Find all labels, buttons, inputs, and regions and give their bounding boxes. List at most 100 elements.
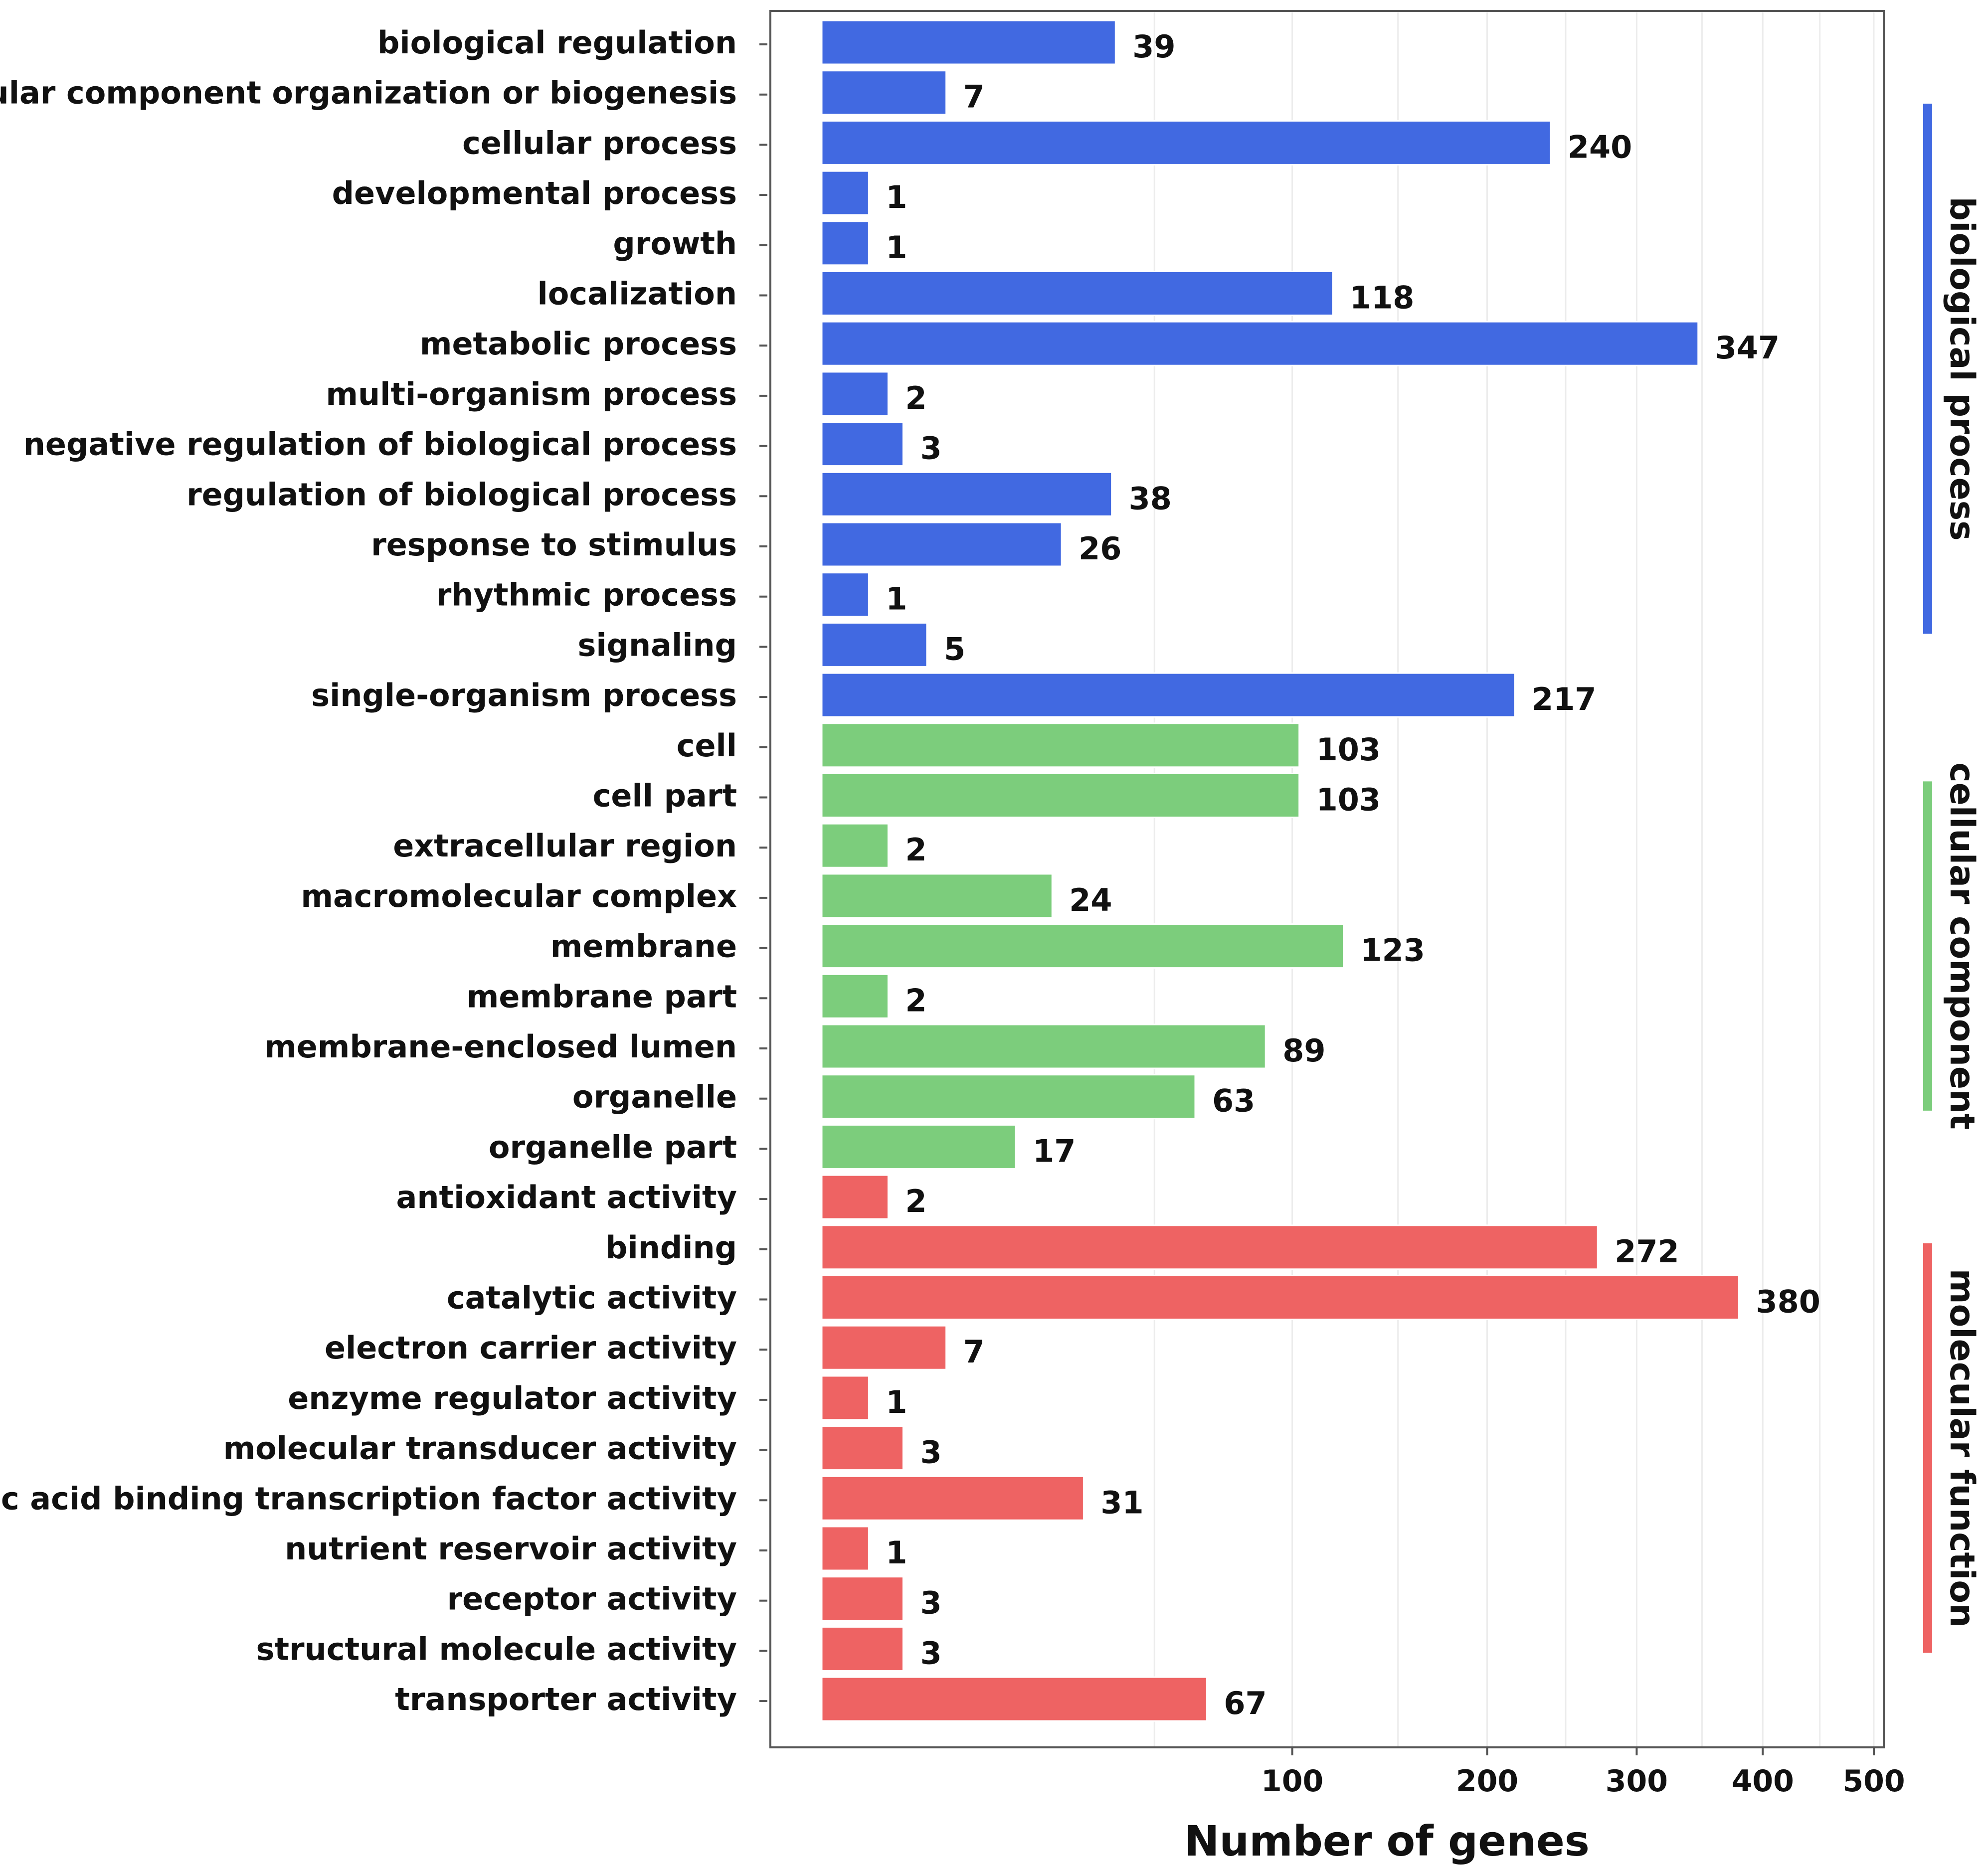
value-label: 1: [886, 229, 907, 266]
bar: [821, 1676, 1208, 1722]
category-label: growth: [613, 225, 737, 262]
bar: [821, 1475, 1084, 1521]
bar: [821, 1174, 889, 1220]
value-label: 24: [1069, 882, 1112, 918]
x-tick-label: 100: [1261, 1764, 1323, 1799]
category-label: catalytic activity: [447, 1280, 737, 1316]
bar: [821, 1325, 947, 1370]
x-tick-label: 400: [1732, 1764, 1794, 1799]
category-label: response to stimulus: [371, 526, 737, 563]
value-label: 347: [1715, 330, 1780, 366]
bar: [821, 1576, 904, 1622]
bar: [821, 672, 1516, 718]
value-label: 5: [944, 631, 965, 667]
x-axis-title: Number of genes: [1184, 1817, 1590, 1866]
value-label: 123: [1361, 932, 1425, 969]
x-axis-ticks: 100 200 300 400 500: [1261, 1747, 1905, 1799]
category-label: single-organism process: [311, 677, 737, 713]
category-label: localization: [538, 276, 737, 312]
bar: [821, 521, 1063, 567]
value-label: 3: [920, 1585, 941, 1621]
group-label: molecular function: [1942, 1269, 1982, 1628]
category-label: membrane-enclosed lumen: [264, 1028, 737, 1065]
x-tick-label: 300: [1606, 1764, 1668, 1799]
value-label: 1: [886, 1534, 907, 1571]
category-label: rhythmic process: [436, 577, 737, 613]
category-label: developmental process: [332, 175, 737, 211]
bar: [821, 1425, 904, 1471]
value-label: 31: [1100, 1484, 1143, 1521]
value-label: 217: [1532, 681, 1596, 717]
bar: [821, 1626, 904, 1672]
bar: [821, 220, 870, 266]
x-tick-label: 500: [1842, 1764, 1905, 1799]
category-label: molecular transducer activity: [223, 1430, 737, 1467]
value-label: 1: [886, 179, 907, 215]
bar: [821, 1275, 1740, 1320]
bars: [821, 19, 1740, 1722]
bar: [821, 321, 1699, 366]
category-label: macromolecular complex: [301, 878, 737, 914]
bar: [821, 1023, 1266, 1069]
bar: [821, 1526, 870, 1571]
bar: [821, 773, 1300, 818]
category-label: metabolic process: [420, 326, 737, 362]
value-label: 3: [920, 430, 941, 467]
category-label: transporter activity: [395, 1681, 737, 1717]
value-label: 2: [905, 1183, 926, 1219]
category-label: nucleic acid binding transcription facto…: [0, 1480, 737, 1517]
category-label: extracellular region: [393, 828, 737, 864]
value-label: 89: [1282, 1032, 1325, 1069]
category-label: membrane: [550, 928, 737, 965]
category-label: negative regulation of biological proces…: [23, 426, 737, 463]
value-label: 2: [905, 832, 926, 868]
value-label: 39: [1132, 28, 1175, 65]
category-label: regulation of biological process: [186, 476, 737, 512]
bar: [821, 1224, 1599, 1270]
value-label: 2: [905, 380, 926, 416]
bar: [821, 1375, 870, 1421]
plot-frame: [769, 10, 1885, 1748]
bar: [821, 19, 1116, 65]
category-label: signaling: [577, 627, 737, 663]
value-label: 3: [920, 1635, 941, 1671]
category-label: nutrient reservoir activity: [285, 1531, 737, 1567]
category-label: enzyme regulator activity: [288, 1380, 737, 1416]
category-label: cellular process: [462, 125, 737, 161]
bar: [821, 421, 904, 467]
value-label: 103: [1316, 731, 1381, 768]
bar: [821, 923, 1345, 969]
bar: [821, 873, 1053, 919]
x-tick-label: 200: [1456, 1764, 1518, 1799]
value-label: 17: [1033, 1133, 1076, 1169]
group-indicator-bar: [1923, 103, 1932, 634]
category-label: organelle: [572, 1079, 737, 1115]
bar: [821, 1074, 1196, 1120]
category-label: cell: [677, 727, 737, 764]
group-label: cellular component: [1942, 762, 1982, 1130]
value-label: 63: [1212, 1083, 1255, 1119]
category-label: binding: [605, 1229, 737, 1266]
group-indicators: biological process cellular component mole…: [1923, 103, 1982, 1653]
value-label: 7: [963, 79, 985, 115]
value-label: 1: [886, 1384, 907, 1420]
bar: [821, 170, 870, 216]
value-label: 272: [1615, 1233, 1679, 1270]
value-label: 2: [905, 982, 926, 1019]
group-indicator-bar: [1923, 1243, 1932, 1653]
category-label: cellular component organization or bioge…: [0, 75, 737, 111]
category-label: multi-organism process: [326, 376, 737, 412]
bar: [821, 70, 947, 116]
value-label: 67: [1224, 1685, 1266, 1721]
category-label: receptor activity: [447, 1581, 737, 1617]
bar: [821, 271, 1334, 316]
category-label: organelle part: [489, 1129, 737, 1165]
value-label: 103: [1316, 782, 1381, 818]
value-label: 1: [886, 581, 907, 617]
group-indicator-bar: [1923, 781, 1932, 1111]
category-label: biological regulation: [377, 24, 737, 61]
bar: [821, 371, 889, 417]
value-label: 3: [920, 1434, 941, 1471]
group-label: biological process: [1942, 196, 1982, 540]
value-label: 7: [963, 1334, 985, 1370]
